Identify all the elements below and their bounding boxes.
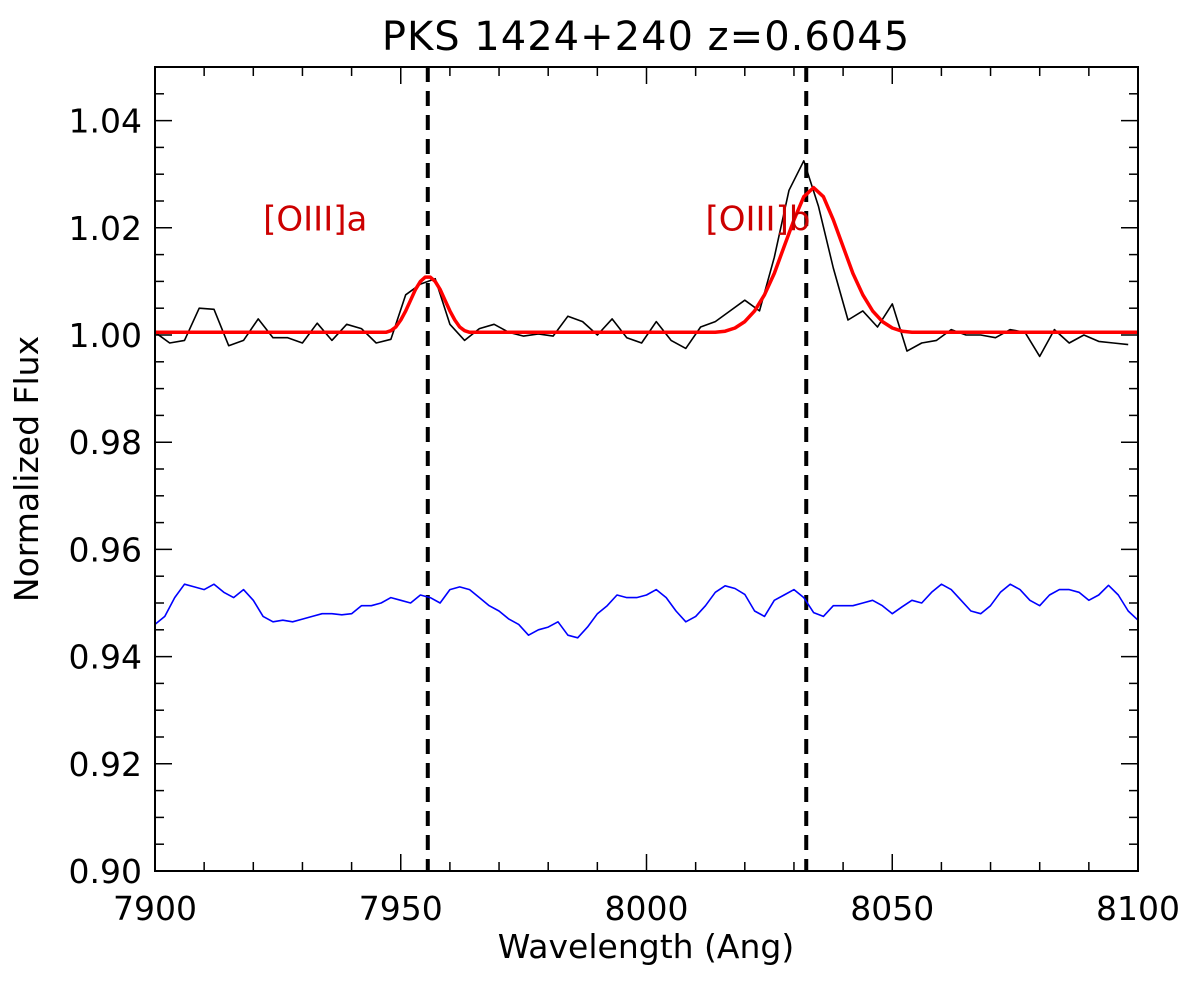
plot-frame (154, 66, 1139, 872)
y-tick-label: 0.94 (69, 638, 142, 677)
x-tick-label: 7900 (113, 889, 197, 928)
emission-line-label: [OIII]b (705, 199, 810, 239)
y-tick-label: 0.92 (69, 745, 142, 784)
line-annotations: [OIII]a [OIII]b (263, 199, 810, 239)
chart-title: PKS 1424+240 z=0.6045 (382, 14, 910, 60)
y-tick-label: 0.90 (69, 852, 142, 891)
y-axis-title: Normalized Flux (7, 336, 46, 602)
y-tick-label: 1.04 (69, 102, 142, 141)
y-tick-label: 0.98 (69, 423, 142, 462)
x-tick-label: 8000 (605, 889, 689, 928)
x-axis-title: Wavelength (Ang) (498, 927, 794, 966)
model-series-line (155, 185, 1138, 335)
plot-marks (154, 67, 1139, 871)
y-tick-label: 1.02 (69, 209, 142, 248)
observed-series-line (154, 160, 1129, 358)
y-tick-label: 0.96 (69, 530, 142, 569)
x-tick-label: 8050 (850, 889, 934, 928)
x-tick-label: 7950 (359, 889, 443, 928)
tick-labels: 7900 7950 8000 8050 8100 0.90 0.92 0.94 0.96 0.98… (69, 102, 1180, 928)
comparison-series-line (154, 583, 1139, 639)
x-tick-label: 8100 (1096, 889, 1180, 928)
y-tick-label: 1.00 (69, 316, 142, 355)
emission-line-label: [OIII]a (263, 199, 367, 239)
